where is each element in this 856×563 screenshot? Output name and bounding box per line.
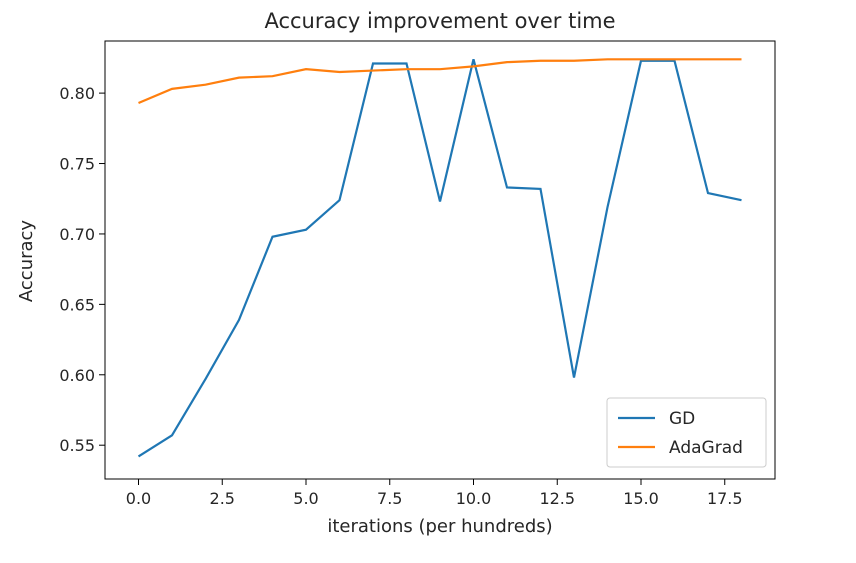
chart-title: Accuracy improvement over time — [264, 9, 615, 33]
x-tick-label: 5.0 — [293, 489, 318, 508]
legend-box — [606, 397, 767, 468]
series-line-adagrad — [138, 58, 742, 104]
y-tick-label: 0.75 — [59, 155, 95, 174]
series-layer — [137, 58, 742, 458]
y-tick-label: 0.65 — [59, 295, 95, 314]
axes-frame — [104, 40, 776, 480]
y-tick-label: 0.60 — [59, 366, 95, 385]
legend-label-gd: GD — [669, 409, 695, 429]
x-tick-label: 7.5 — [377, 489, 402, 508]
y-tick-label: 0.55 — [59, 436, 95, 455]
x-tick-label: 0.0 — [126, 489, 151, 508]
legend-label-adagrad: AdaGrad — [669, 438, 743, 458]
x-axis-label: iterations (per hundreds) — [327, 516, 552, 537]
y-tick-label: 0.80 — [59, 84, 95, 103]
series-line-gd — [137, 59, 742, 458]
axes-layer: 0.0 2.5 5.0 7.5 10.0 12.5 15.0 17.5 0.55 0.60 0.65… — [59, 40, 776, 508]
x-tick-label: 17.5 — [707, 489, 743, 508]
x-tick-label: 2.5 — [210, 489, 235, 508]
x-tick-label: 15.0 — [623, 489, 659, 508]
y-axis-label: Accuracy — [16, 220, 37, 303]
y-tick-label: 0.70 — [59, 225, 95, 244]
legend: GD AdaGrad — [606, 397, 767, 468]
x-tick-label: 10.0 — [456, 489, 492, 508]
x-tick-label: 12.5 — [539, 489, 575, 508]
